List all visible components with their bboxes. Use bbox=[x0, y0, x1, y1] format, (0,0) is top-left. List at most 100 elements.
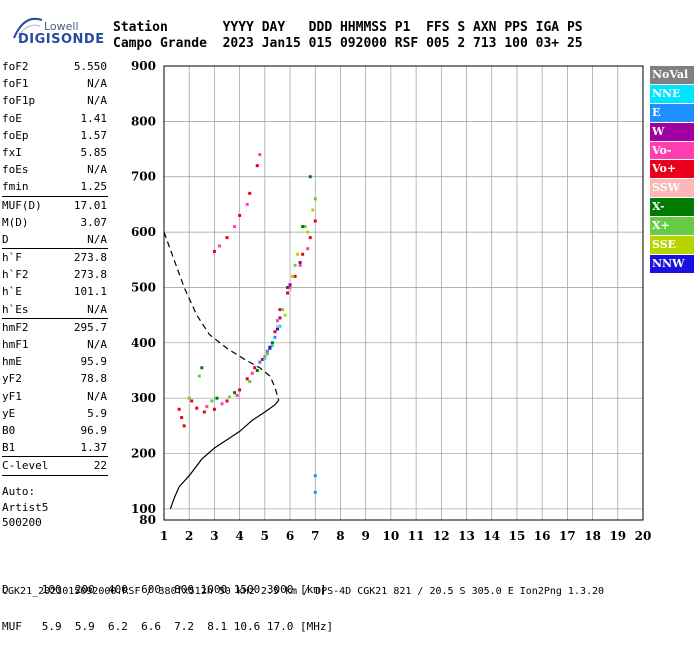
param-name: D bbox=[2, 232, 9, 246]
param-row: hmE 95.9 bbox=[2, 353, 108, 370]
y-tick-label: 700 bbox=[131, 170, 156, 184]
echo-point-x- bbox=[197, 374, 201, 378]
echo-point-vo- bbox=[248, 191, 252, 195]
echo-point-vo- bbox=[245, 377, 249, 381]
legend-item-sse: SSE bbox=[650, 236, 694, 255]
echo-point-nne bbox=[270, 344, 274, 348]
param-row: foF1 N/A bbox=[2, 75, 108, 92]
x-tick-label: 15 bbox=[509, 529, 526, 543]
echo-point-e bbox=[313, 490, 317, 494]
y-tick-label: 500 bbox=[131, 280, 156, 294]
param-value: 295.7 bbox=[73, 320, 107, 334]
param-name: foEp bbox=[2, 128, 29, 142]
x-tick-label: 18 bbox=[584, 529, 601, 543]
echo-point-vo- bbox=[250, 371, 254, 375]
x-tick-label: 1 bbox=[160, 529, 168, 543]
param-name: MUF(D) bbox=[2, 198, 42, 212]
x-tick-label: 20 bbox=[635, 529, 652, 543]
y-tick-label: 200 bbox=[131, 447, 156, 461]
electron-density-profile bbox=[169, 400, 280, 510]
param-name: B1 bbox=[2, 441, 16, 455]
x-tick-label: 4 bbox=[235, 529, 243, 543]
echo-point-sse bbox=[283, 313, 287, 317]
param-name: foF1p bbox=[2, 94, 36, 108]
legend-item-w: W bbox=[650, 122, 694, 142]
echo-point-e bbox=[258, 360, 262, 364]
echo-point-ssw bbox=[288, 288, 292, 292]
param-value: 273.8 bbox=[73, 268, 107, 282]
x-tick-label: 10 bbox=[383, 529, 400, 543]
echo-point-x- bbox=[248, 380, 252, 384]
echo-point-x- bbox=[303, 225, 307, 229]
echo-point-x- bbox=[313, 197, 317, 201]
auto-label: Auto: bbox=[2, 485, 36, 498]
x-tick-label: 5 bbox=[261, 529, 269, 543]
echo-point-vo- bbox=[253, 366, 257, 370]
echo-point-vo- bbox=[258, 153, 262, 157]
logo-lowell-text: Lowell bbox=[44, 20, 79, 33]
y-tick-label: 100 bbox=[131, 502, 156, 516]
param-value: N/A bbox=[87, 163, 107, 177]
echo-point-vo- bbox=[245, 202, 249, 206]
param-row: foEs N/A bbox=[2, 161, 108, 178]
echo-point-x- bbox=[270, 341, 274, 345]
echo-point-x- bbox=[293, 263, 297, 267]
param-value: 96.9 bbox=[80, 423, 108, 437]
y-tick-label: 300 bbox=[131, 391, 156, 405]
param-name: fxI bbox=[2, 145, 22, 159]
legend-item-nne: NNE bbox=[650, 84, 694, 104]
x-tick-label: 17 bbox=[559, 529, 576, 543]
param-name: B0 bbox=[2, 423, 16, 437]
echo-point-vo- bbox=[298, 263, 302, 267]
param-value: 1.25 bbox=[80, 180, 108, 194]
ionogram-plot: 1 2 3 4 5 6 7 8 9 10 11 12 13 14 15 16 17 18 19 20100200300… bbox=[131, 59, 652, 543]
legend-item-vo-: Vo+ bbox=[650, 160, 694, 180]
echo-point-x- bbox=[255, 369, 259, 373]
param-row: yE 5.9 bbox=[2, 405, 108, 422]
param-name: h`F2 bbox=[2, 268, 29, 282]
echo-point-x- bbox=[210, 399, 214, 403]
param-row: foF1p N/A bbox=[2, 92, 108, 109]
echo-point-x- bbox=[233, 391, 237, 395]
param-row: M(D) 3.07 bbox=[2, 214, 108, 231]
header-values: Campo Grande 2023 Jan15 015 092000 RSF 0… bbox=[113, 36, 583, 51]
echo-point-vo- bbox=[180, 416, 184, 420]
echo-point-vo- bbox=[260, 357, 264, 361]
param-name: foF1 bbox=[2, 77, 29, 91]
echo-point-vo- bbox=[233, 225, 237, 229]
param-value: N/A bbox=[87, 302, 107, 316]
param-value: N/A bbox=[87, 338, 107, 351]
param-separator bbox=[2, 317, 108, 319]
x-tick-label: 11 bbox=[408, 529, 425, 543]
virtual-height-trace bbox=[163, 231, 280, 401]
parameter-list: foF2 5.550 foF1 N/A foF1p N/A foE 1.41 foEp 1.57 f… bbox=[2, 58, 108, 476]
param-row: foEp 1.57 bbox=[2, 127, 108, 144]
param-value: 1.41 bbox=[80, 111, 108, 125]
echo-point-x- bbox=[301, 225, 305, 229]
param-row: h`E 101.1 bbox=[2, 283, 108, 300]
param-name: h`E bbox=[2, 285, 22, 299]
echo-point-w bbox=[278, 316, 282, 320]
muf-row: MUF 5.9 5.9 6.2 6.6 7.2 8.1 10.6 17.0 [M… bbox=[2, 619, 334, 633]
logo-digisonde-text: DIGISONDE bbox=[18, 32, 105, 47]
echo-point-vo- bbox=[212, 249, 216, 253]
param-value: 95.9 bbox=[80, 355, 108, 369]
param-value: N/A bbox=[87, 77, 107, 91]
y-tick-label: 400 bbox=[131, 336, 156, 350]
param-name: yF1 bbox=[2, 389, 22, 403]
echo-point-vo- bbox=[217, 244, 221, 248]
echo-point-x- bbox=[228, 395, 232, 399]
param-value: 1.37 bbox=[80, 441, 108, 455]
param-row: h`F 273.8 bbox=[2, 249, 108, 266]
echo-point-sse bbox=[291, 274, 295, 278]
echo-point-vo- bbox=[202, 410, 206, 414]
echo-point-vo- bbox=[275, 319, 279, 323]
param-row: MUF(D) 17.01 bbox=[2, 197, 108, 214]
echo-point-nnw bbox=[268, 345, 272, 349]
param-value: 5.85 bbox=[80, 145, 108, 159]
plot-frame bbox=[163, 65, 644, 521]
y-tick-label: 80 bbox=[139, 513, 156, 527]
param-value: 1.57 bbox=[80, 128, 108, 142]
echo-point-x- bbox=[308, 175, 312, 179]
param-name: h`F bbox=[2, 251, 22, 265]
